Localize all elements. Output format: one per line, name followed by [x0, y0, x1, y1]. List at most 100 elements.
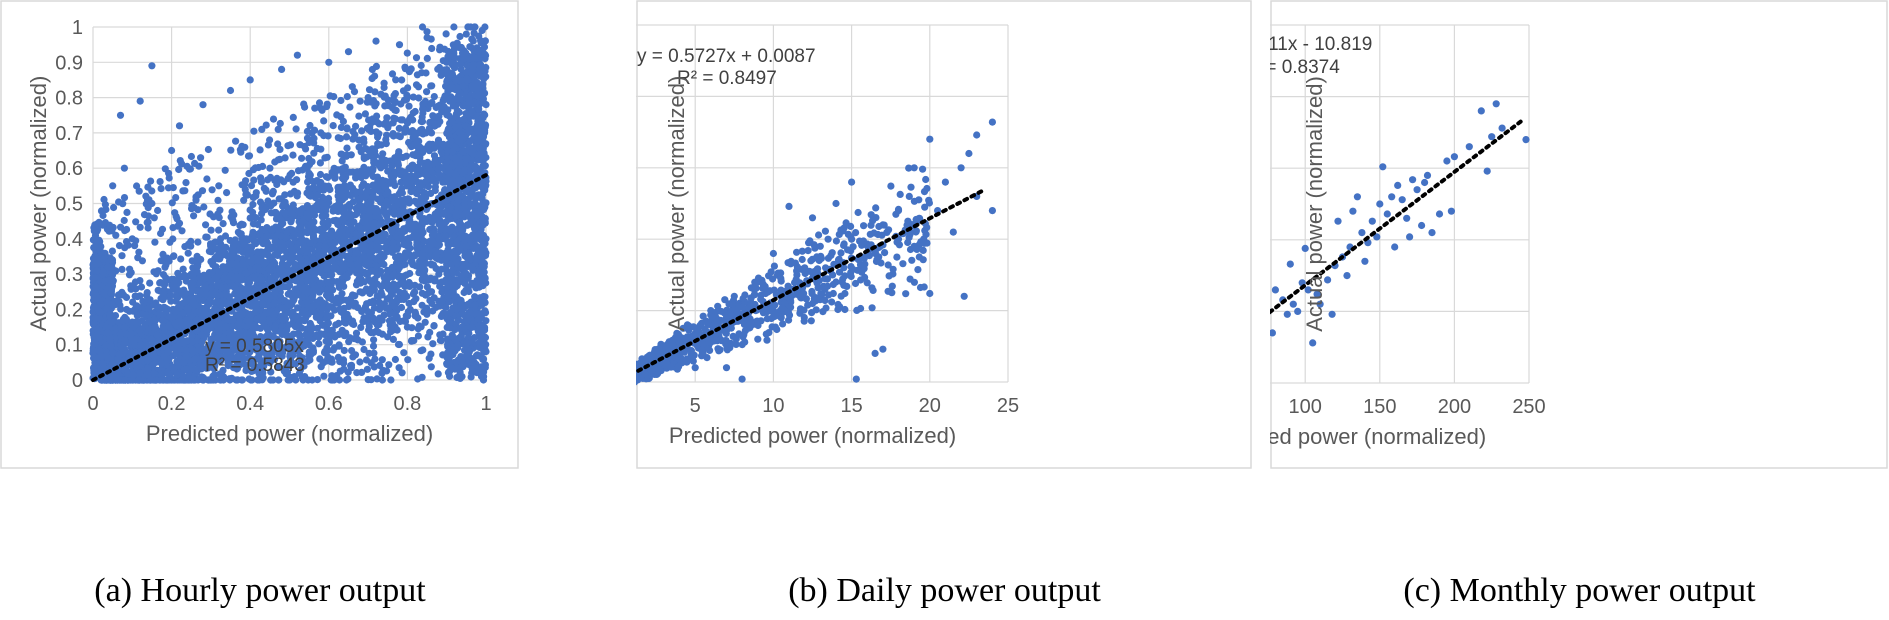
data-point: [321, 243, 329, 251]
data-point: [345, 338, 353, 346]
data-point: [248, 376, 256, 384]
data-point: [216, 242, 225, 251]
data-point: [203, 175, 211, 183]
data-point: [263, 232, 271, 240]
data-point: [183, 162, 191, 170]
data-point: [166, 313, 174, 321]
data-point: [131, 292, 139, 300]
data-point: [299, 285, 307, 293]
data-point: [289, 151, 297, 159]
data-point: [369, 172, 377, 181]
data-point: [199, 101, 207, 109]
data-point: [251, 164, 259, 172]
data-point: [377, 195, 385, 203]
data-point: [203, 233, 211, 241]
data-point: [264, 141, 272, 149]
data-point: [436, 282, 444, 290]
data-point: [415, 94, 423, 102]
data-point: [325, 303, 334, 311]
data-point: [162, 261, 170, 269]
data-point: [398, 279, 407, 287]
data-point: [402, 152, 410, 160]
data-point: [372, 37, 380, 45]
data-point: [426, 118, 434, 126]
data-point: [158, 376, 167, 384]
data-point: [355, 143, 363, 151]
data-point: [207, 226, 215, 234]
data-point: [340, 209, 348, 217]
data-point: [213, 252, 221, 261]
data-point: [272, 215, 281, 223]
data-point: [344, 368, 352, 376]
data-point: [143, 219, 151, 227]
data-point: [477, 37, 485, 45]
data-points: [89, 23, 490, 384]
data-point: [187, 237, 195, 245]
data-point: [327, 329, 335, 337]
data-point: [280, 199, 288, 208]
data-point: [360, 138, 368, 146]
data-point: [108, 247, 116, 255]
y-tick-label: 0.2: [55, 299, 83, 321]
data-point: [376, 361, 384, 370]
data-point: [377, 289, 385, 297]
data-point: [423, 172, 431, 180]
data-point: [407, 188, 415, 196]
data-point: [172, 194, 180, 202]
data-point: [315, 333, 323, 341]
data-point: [158, 359, 166, 368]
data-point: [232, 137, 240, 145]
data-point: [387, 376, 395, 384]
data-point: [422, 69, 430, 77]
data-point: [266, 173, 275, 181]
data-point: [393, 154, 401, 163]
data-point: [401, 65, 409, 73]
data-point: [355, 112, 363, 120]
data-point: [329, 346, 337, 354]
data-point: [389, 335, 397, 343]
data-point: [374, 186, 382, 194]
data-point: [427, 363, 435, 371]
data-point: [366, 252, 374, 261]
data-point: [373, 375, 381, 383]
data-point: [389, 119, 397, 127]
data-point: [371, 72, 379, 80]
data-point: [346, 103, 354, 111]
data-point: [388, 263, 396, 272]
data-point: [204, 145, 212, 154]
data-point: [250, 127, 258, 135]
data-point: [389, 130, 397, 138]
data-point: [225, 375, 234, 383]
data-point: [313, 177, 321, 185]
data-point: [256, 198, 265, 206]
data-point: [315, 251, 323, 259]
data-point: [397, 303, 406, 312]
data-point: [427, 189, 435, 197]
data-point: [159, 296, 167, 304]
data-point: [120, 216, 128, 225]
data-point: [294, 304, 302, 312]
data-point: [402, 312, 410, 320]
data-point: [202, 221, 210, 229]
data-point: [408, 259, 416, 267]
data-point: [118, 265, 126, 273]
data-point: [178, 227, 186, 235]
data-point: [430, 322, 438, 330]
data-point: [378, 376, 386, 384]
data-point: [395, 264, 403, 272]
data-point: [313, 376, 322, 384]
data-point: [169, 184, 177, 192]
data-point: [350, 88, 359, 96]
data-point: [341, 234, 349, 242]
data-point: [234, 254, 242, 262]
data-point: [383, 367, 391, 375]
data-point: [356, 266, 364, 274]
data-point: [356, 188, 364, 196]
data-point: [426, 296, 434, 305]
data-point: [240, 240, 249, 248]
data-point: [238, 260, 247, 268]
data-point: [176, 157, 184, 165]
data-point: [356, 224, 364, 232]
data-point: [187, 152, 195, 161]
data-point: [429, 340, 437, 348]
